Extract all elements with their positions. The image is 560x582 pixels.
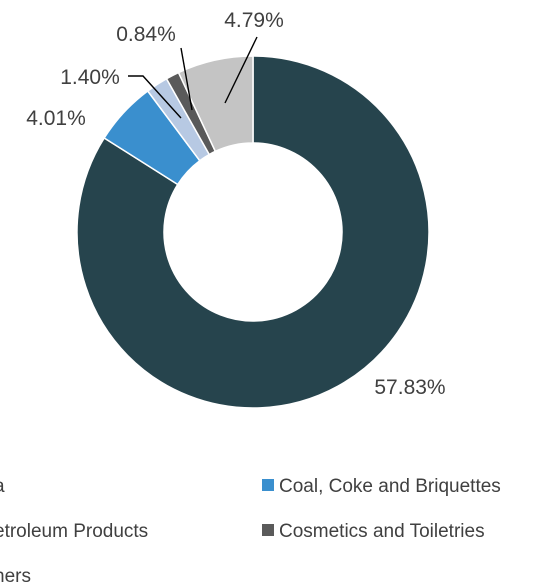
legend: a Coal, Coke and Briquettes etroleum Pro… bbox=[0, 476, 501, 582]
legend-item-3: Cosmetics and Toiletries bbox=[262, 521, 485, 542]
legend-label-1: Coal, Coke and Briquettes bbox=[279, 476, 501, 497]
legend-item-0: a bbox=[0, 476, 5, 497]
legend-item-4: hers bbox=[0, 566, 31, 582]
data-label-4: 4.79% bbox=[224, 9, 284, 32]
legend-label-4: hers bbox=[0, 566, 31, 582]
legend-swatch-3 bbox=[262, 524, 274, 536]
slice-0 bbox=[76, 55, 430, 409]
data-label-0: 57.83% bbox=[374, 376, 445, 399]
data-label-3: 0.84% bbox=[116, 23, 176, 46]
legend-swatch-1 bbox=[262, 479, 274, 491]
legend-label-0: a bbox=[0, 476, 5, 497]
legend-label-2: etroleum Products bbox=[0, 521, 148, 542]
donut-slices bbox=[76, 55, 430, 409]
data-labels: 57.83% 4.01% 1.40% 0.84% 4.79% bbox=[26, 9, 445, 399]
data-label-1: 4.01% bbox=[26, 107, 86, 130]
slice-4 bbox=[177, 55, 254, 153]
legend-item-1: Coal, Coke and Briquettes bbox=[262, 476, 501, 497]
legend-label-3: Cosmetics and Toiletries bbox=[279, 521, 485, 542]
leader-line-3 bbox=[224, 36, 258, 104]
leader-line-2 bbox=[180, 47, 193, 111]
leader-line-1 bbox=[128, 75, 182, 119]
legend-item-2: etroleum Products bbox=[0, 521, 148, 542]
leader-lines bbox=[128, 36, 258, 119]
data-label-2: 1.40% bbox=[60, 66, 120, 89]
